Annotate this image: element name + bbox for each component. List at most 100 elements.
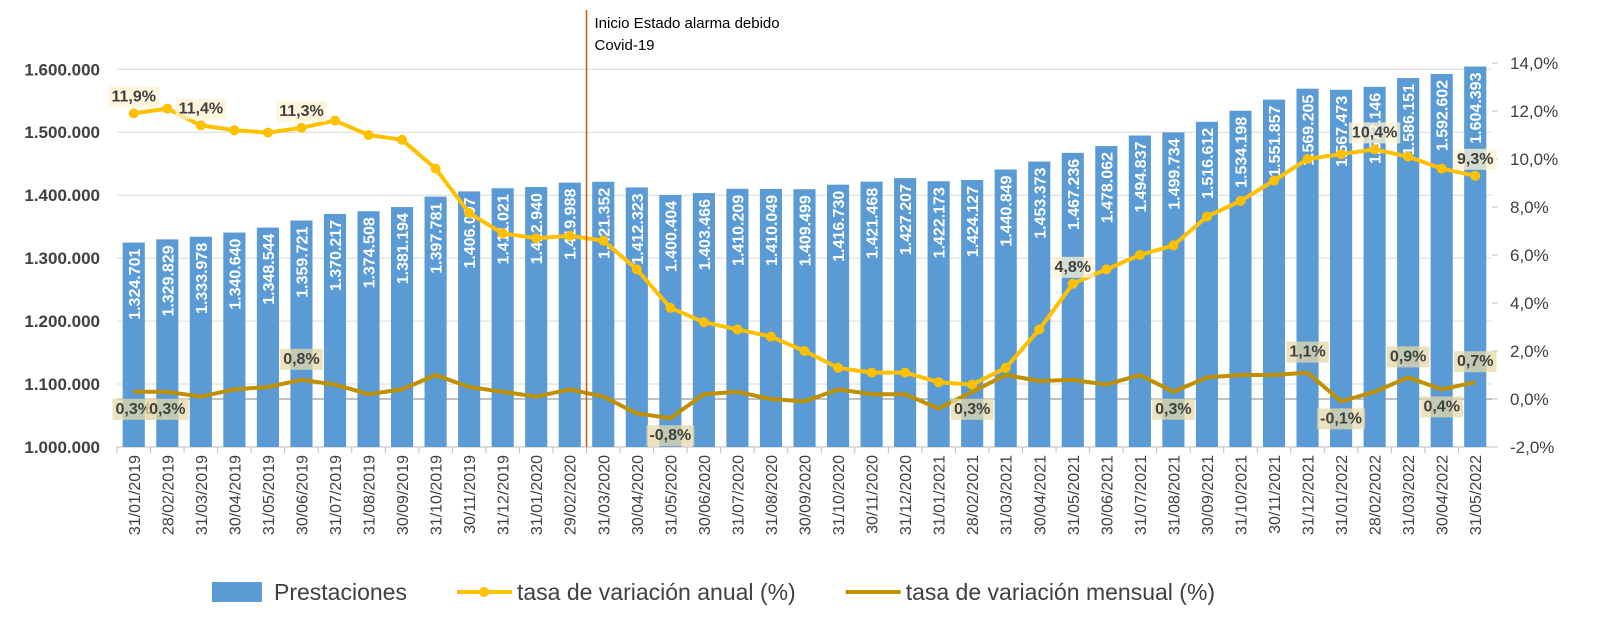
point <box>665 302 676 313</box>
bar <box>625 187 648 448</box>
label-background <box>280 348 323 370</box>
legend-label: tasa de variación mensual (%) <box>906 579 1215 605</box>
bar-value-label: 1.410.049 <box>764 195 781 266</box>
x-tick-label: 31/12/2020 <box>898 455 915 535</box>
bar-value-label: 1.494.837 <box>1133 141 1150 212</box>
x-tick-label: 28/02/2019 <box>160 455 177 535</box>
point <box>1336 149 1347 160</box>
point <box>1302 154 1313 164</box>
bar-value-label: 1.412.323 <box>630 193 647 264</box>
point <box>900 367 911 378</box>
x-tick-label: 31/12/2019 <box>496 455 513 535</box>
legend-swatch <box>212 582 262 602</box>
label-background <box>1051 256 1095 278</box>
y2-tick-label: 0,0% <box>1510 390 1549 409</box>
point <box>598 235 609 246</box>
bar-value-label: 1.467.236 <box>1066 159 1083 230</box>
x-tick-label: 31/07/2019 <box>328 455 345 535</box>
bar <box>156 239 179 447</box>
point <box>698 317 709 328</box>
point <box>497 228 508 239</box>
bar-value-label: 1.416.730 <box>831 191 848 262</box>
bar <box>1330 89 1353 448</box>
y2-tick-label: 6,0% <box>1510 246 1549 265</box>
y-tick-label: 1.000.000 <box>24 438 100 457</box>
x-tick-label: 31/03/2022 <box>1401 455 1418 535</box>
x-tick-label: 31/08/2020 <box>764 455 781 535</box>
x-tick-label: 30/09/2020 <box>798 455 815 535</box>
x-tick-label: 31/10/2021 <box>1233 455 1250 535</box>
point <box>229 125 240 136</box>
bar <box>1061 152 1084 448</box>
bar-value-label: 1.333.978 <box>194 243 211 314</box>
point <box>866 367 877 378</box>
point <box>262 127 273 138</box>
point <box>397 134 408 145</box>
bar <box>1162 132 1185 448</box>
bar-value-label: 1.348.544 <box>261 233 278 304</box>
x-tick-label: 30/04/2020 <box>630 455 647 535</box>
bar <box>860 181 883 447</box>
bar-value-label: 1.478.062 <box>1099 152 1116 223</box>
point <box>1436 163 1447 174</box>
x-tick-label: 31/07/2020 <box>730 455 747 535</box>
x-tick-label: 30/11/2019 <box>462 455 479 534</box>
line-value-label: 0,3% <box>954 401 990 418</box>
bar-value-label: 1.592.602 <box>1435 80 1452 151</box>
x-tick-label: 31/03/2020 <box>596 455 613 535</box>
x-tick-label: 30/11/2020 <box>865 455 882 534</box>
bar <box>659 194 682 447</box>
line-value-label: 0,3% <box>116 401 152 418</box>
bar <box>1028 161 1051 448</box>
point <box>631 264 642 275</box>
x-tick-label: 30/06/2019 <box>294 455 311 535</box>
legend-marker <box>478 587 489 597</box>
line-value-label: 11,3% <box>279 103 323 120</box>
point <box>1201 211 1212 222</box>
y2-tick-label: 4,0% <box>1510 294 1549 313</box>
x-tick-label: 31/01/2019 <box>127 455 144 535</box>
label-background <box>1386 346 1430 368</box>
y2-tick-label: 12,0% <box>1510 102 1558 121</box>
point <box>1168 240 1179 251</box>
x-tick-label: 31/05/2020 <box>663 455 680 535</box>
line-value-label: 11,9% <box>112 88 156 105</box>
point <box>464 208 475 218</box>
x-tick-label: 31/05/2019 <box>261 455 278 535</box>
label-background <box>1453 148 1497 170</box>
point <box>765 331 776 342</box>
x-tick-label: 31/10/2020 <box>831 455 848 535</box>
bar <box>1095 146 1118 448</box>
x-tick-label: 30/06/2021 <box>1099 455 1116 535</box>
bar-value-label: 1.422.173 <box>932 187 949 258</box>
bar-value-label: 1.424.127 <box>965 186 982 257</box>
x-tick-label: 31/05/2021 <box>1066 455 1083 535</box>
point <box>430 163 441 174</box>
label-background <box>146 398 189 420</box>
bar-value-label: 1.551.857 <box>1267 106 1284 177</box>
bar-value-label: 1.453.373 <box>1032 168 1049 239</box>
point <box>1101 264 1112 275</box>
bar-value-label: 1.586.151 <box>1401 84 1418 155</box>
x-tick-label: 30/04/2021 <box>1032 455 1049 535</box>
y-tick-label: 1.300.000 <box>24 249 100 268</box>
x-tick-label: 31/03/2021 <box>999 455 1016 535</box>
bar-value-label: 1.403.466 <box>697 199 714 270</box>
x-tick-label: 28/02/2022 <box>1368 455 1385 535</box>
line-value-label: -0,8% <box>649 427 691 444</box>
point <box>296 122 307 133</box>
x-tick-label: 31/01/2022 <box>1334 455 1351 535</box>
x-tick-label: 31/03/2019 <box>194 455 211 535</box>
annotation: Covid-19 <box>595 37 655 54</box>
y2-tick-label: 10,0% <box>1510 150 1558 169</box>
line-value-label: 0,8% <box>283 351 319 368</box>
point <box>329 115 340 126</box>
x-tick-label: 31/12/2021 <box>1301 455 1318 535</box>
x-tick-label: 31/01/2021 <box>932 455 949 535</box>
label-background <box>1420 396 1463 418</box>
point <box>363 130 374 140</box>
bar-value-label: 1.421.468 <box>865 188 882 259</box>
label-background <box>950 398 994 420</box>
point <box>799 346 810 356</box>
bar-value-label: 1.567.473 <box>1334 96 1351 167</box>
